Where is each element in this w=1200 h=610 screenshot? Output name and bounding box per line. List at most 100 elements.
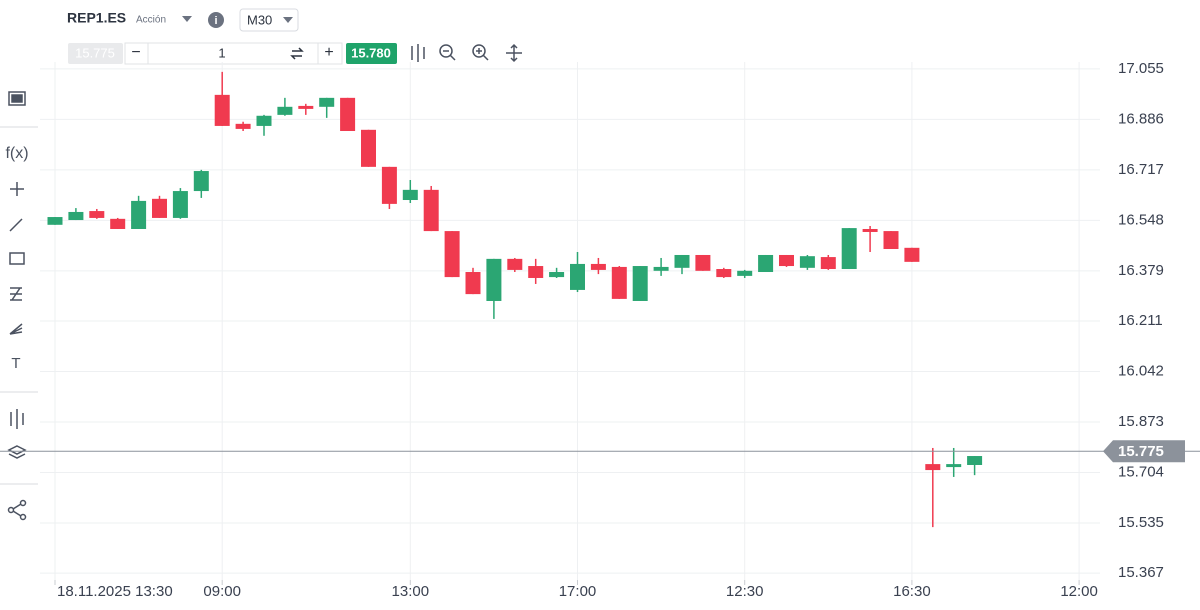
candle-body — [444, 231, 460, 278]
y-tick-label: 17.055 — [1118, 60, 1164, 77]
timeframe-box[interactable] — [239, 8, 299, 32]
candle-body — [193, 171, 209, 192]
buy-price: 15.780 — [351, 45, 391, 60]
y-tick-label: 16.886 — [1118, 110, 1164, 127]
candle-body — [507, 258, 523, 270]
symbol[interactable]: REP1.ES — [67, 10, 126, 26]
y-tick-label: 16.042 — [1118, 362, 1164, 379]
symbol-dropdown[interactable] — [182, 16, 192, 22]
y-tick-label: 15.873 — [1118, 413, 1164, 430]
plus-button[interactable]: + — [324, 44, 333, 61]
candle-body — [277, 106, 293, 115]
candle-body — [799, 256, 815, 268]
sidebar — [0, 91, 38, 521]
current-price-label: 15.775 — [1118, 443, 1164, 460]
candle-body — [904, 247, 920, 262]
candle-body — [152, 198, 167, 218]
timeframe-dropdown — [283, 17, 293, 23]
candle-body — [319, 97, 335, 107]
candle-body — [716, 269, 732, 278]
candle-body — [883, 231, 899, 250]
candle-body — [779, 254, 794, 267]
chart-tools — [411, 43, 522, 63]
sell-price: 15.775 — [75, 45, 115, 60]
swap-icon[interactable] — [290, 47, 304, 60]
share-icon[interactable] — [7, 506, 15, 514]
candle-body — [256, 115, 272, 126]
y-tick-label: 15.704 — [1118, 463, 1164, 480]
candles-icon[interactable] — [10, 409, 24, 429]
candle-body — [946, 464, 962, 468]
candle-body — [549, 272, 565, 278]
candle-body — [695, 254, 711, 271]
candle-body — [862, 228, 878, 232]
x-tick-label: 17:00 — [559, 583, 597, 600]
indicators-icon[interactable]: f(x) — [5, 145, 28, 162]
x-tick-label: 12:30 — [726, 583, 764, 600]
info-glyph: i — [214, 15, 217, 27]
candle-body — [967, 456, 983, 465]
candle-body — [841, 228, 857, 270]
candle-body — [674, 254, 690, 268]
candle-body — [465, 272, 481, 295]
candle-body — [632, 266, 648, 301]
candle-body — [381, 166, 397, 204]
plot: 15.367 15.535 15.704 15.873 16.042 16.211 16.3… — [0, 60, 1200, 600]
rect-tool-icon[interactable] — [9, 252, 25, 265]
fib-tool-icon[interactable] — [10, 287, 22, 301]
quantity-field[interactable] — [124, 42, 343, 65]
timeframe: M30 — [247, 12, 272, 27]
layout-icon[interactable] — [8, 91, 26, 106]
minus-button[interactable]: − — [131, 44, 140, 61]
sell-button[interactable] — [68, 43, 123, 64]
candle-body — [298, 105, 314, 109]
y-tick-label: 16.379 — [1118, 262, 1164, 279]
candle-body — [172, 191, 188, 218]
fan-tool-icon[interactable] — [9, 323, 23, 335]
y-tick-label: 15.535 — [1118, 514, 1164, 531]
x-tick-label: 09:00 — [203, 583, 241, 600]
candle-body — [235, 123, 251, 129]
candle-body — [925, 464, 941, 471]
candle-body — [131, 200, 147, 229]
candle-body — [214, 94, 230, 126]
candle-body — [590, 263, 606, 270]
crosshair-icon[interactable] — [10, 182, 24, 196]
candle-body — [820, 257, 836, 270]
candle-body — [758, 254, 774, 273]
zoom-out-icon[interactable] — [439, 44, 453, 58]
candle-body — [68, 211, 84, 221]
x-tick-label: 12:00 — [1060, 583, 1098, 600]
zoom-in-icon[interactable] — [472, 44, 486, 58]
candle-body — [486, 258, 502, 301]
line-tool-icon[interactable] — [9, 218, 23, 232]
y-tick-label: 16.717 — [1118, 161, 1164, 178]
x-tick-label: 13:00 — [392, 583, 430, 600]
pan-icon[interactable] — [506, 43, 522, 63]
candle-body — [361, 129, 376, 167]
x-tick-label: 18.11.2025 13:30 — [57, 583, 173, 600]
candle-body — [402, 189, 418, 201]
candle-body — [47, 217, 63, 225]
instrument-type: Acción — [136, 15, 166, 26]
buy-button[interactable] — [346, 43, 397, 64]
candle-body — [110, 218, 126, 229]
candle-body — [528, 266, 544, 278]
candle-body — [570, 263, 585, 290]
candle-body — [423, 189, 439, 232]
chart-type-icon[interactable] — [411, 44, 425, 62]
candle-body — [653, 266, 669, 271]
quantity[interactable]: 1 — [218, 45, 225, 60]
y-tick-label: 15.367 — [1118, 564, 1164, 581]
text-tool-icon[interactable]: T — [11, 355, 20, 372]
candle-body — [737, 270, 753, 276]
current-price-tag — [1103, 440, 1185, 463]
y-tick-label: 16.211 — [1118, 312, 1163, 329]
y-tick-label: 16.548 — [1118, 211, 1164, 228]
info-icon[interactable] — [208, 12, 224, 28]
candle-body — [89, 211, 105, 218]
layers-icon[interactable] — [7, 445, 27, 459]
x-tick-label: 16:30 — [893, 583, 931, 600]
